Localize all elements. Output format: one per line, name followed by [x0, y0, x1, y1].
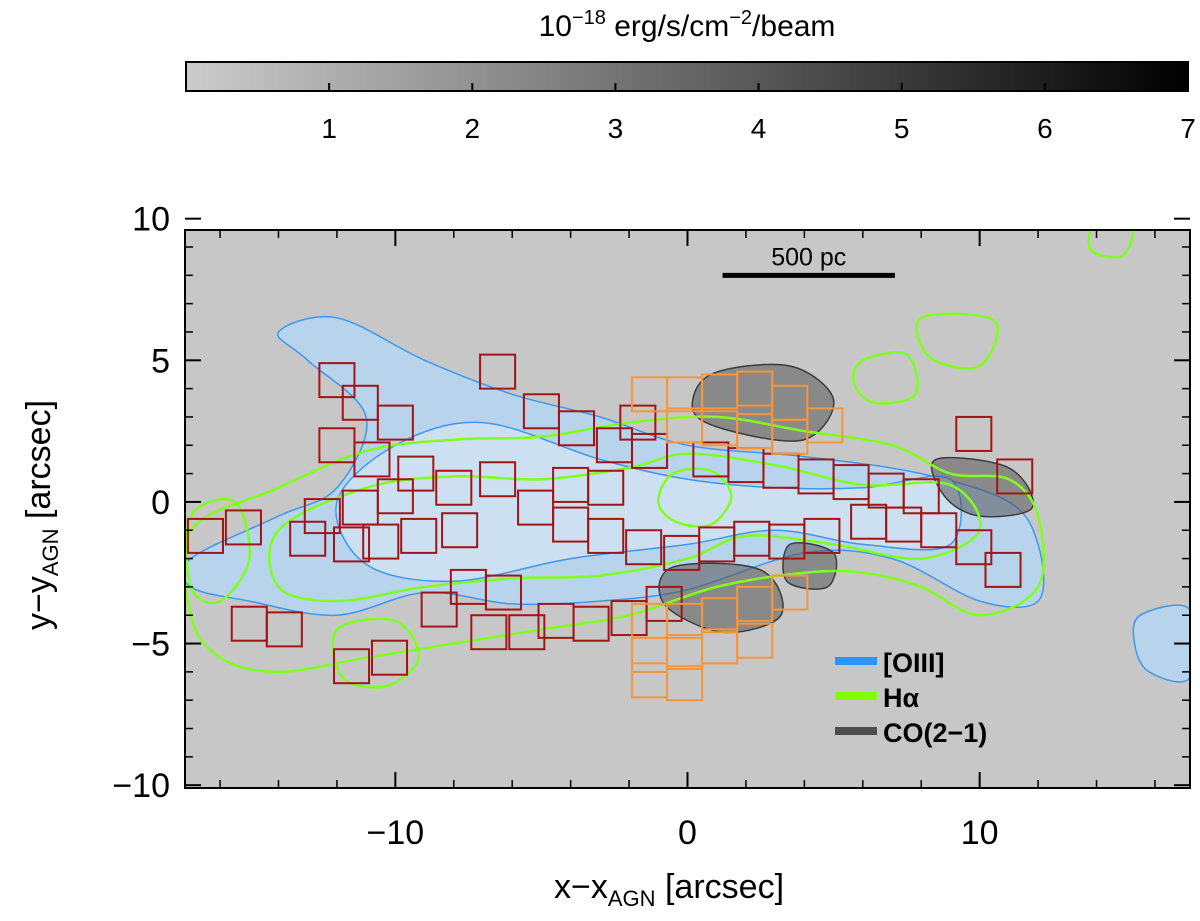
red-aperture-box — [420, 591, 458, 628]
legend-label-co: CO(2−1) — [883, 718, 987, 748]
red-aperture-box — [289, 520, 327, 557]
y-tick-label: −5 — [131, 626, 170, 664]
colorbar-tick-label: 5 — [894, 113, 910, 144]
red-aperture-box — [303, 498, 341, 535]
red-aperture-box — [265, 611, 303, 648]
red-aperture-box — [318, 362, 356, 399]
aperture-boxes — [186, 353, 1034, 702]
axis-ticks: −10 0 10 −10 −5 0 5 10 — [112, 201, 1190, 852]
halpha-contour — [185, 415, 1045, 674]
red-aperture-box — [587, 469, 625, 506]
y-tick-label: −10 — [112, 767, 170, 805]
red-aperture-box — [341, 384, 379, 421]
colorbar-tick-label: 1 — [321, 113, 337, 144]
red-aperture-box — [376, 404, 414, 441]
co-dense-region — [930, 456, 1035, 518]
co-dense-region — [782, 541, 838, 590]
red-aperture-box — [332, 648, 371, 685]
colorbar-tick-label: 2 — [464, 113, 480, 144]
oiii-right-contour — [1132, 604, 1190, 683]
halpha-contour — [268, 452, 982, 603]
colorbar: 10−18 erg/s/cm−2/beam 1 2 3 4 5 6 7 — [185, 7, 1196, 144]
red-aperture-box — [984, 551, 1022, 588]
legend-swatch-oiii — [835, 657, 877, 665]
y-tick-label: 5 — [151, 342, 170, 380]
red-aperture-box — [996, 458, 1034, 495]
red-aperture-box — [370, 639, 409, 676]
legend-swatch-co — [835, 727, 877, 735]
red-aperture-box — [479, 461, 517, 498]
orange-aperture-box — [771, 574, 809, 611]
red-aperture-box — [332, 526, 371, 563]
colorbar-tick-label: 3 — [608, 113, 624, 144]
orange-aperture-box — [666, 665, 704, 702]
x-tick-label: 10 — [961, 814, 999, 852]
red-aperture-box — [353, 441, 391, 478]
legend: [OIII] Hα CO(2−1) — [835, 648, 987, 748]
x-axis-label: x−xAGN [arcsec] — [554, 868, 784, 911]
red-aperture-box — [435, 469, 473, 506]
orange-aperture-box — [736, 622, 774, 659]
y-axis-label: y−yAGN [arcsec] — [20, 400, 63, 630]
red-aperture-box — [484, 574, 522, 611]
red-aperture-box — [224, 509, 262, 546]
halpha-contour — [1087, 230, 1135, 259]
red-aperture-box — [625, 529, 663, 566]
colorbar-label: 10−18 erg/s/cm−2/beam — [539, 7, 836, 43]
red-aperture-box — [470, 614, 508, 651]
colorbar-tick-label: 7 — [1180, 113, 1196, 144]
red-aperture-box — [955, 415, 993, 452]
colorbar-ticks: 1 2 3 4 5 6 7 — [321, 83, 1196, 144]
orange-aperture-box — [806, 407, 844, 444]
colorbar-tick-label: 6 — [1037, 113, 1053, 144]
red-aperture-box — [587, 517, 625, 554]
red-aperture-box — [955, 529, 993, 566]
halpha-contours — [185, 230, 1135, 689]
red-aperture-box — [400, 517, 438, 554]
red-aperture-box — [376, 478, 414, 515]
red-aperture-box — [441, 512, 479, 549]
red-aperture-box — [362, 523, 400, 560]
red-aperture-box — [397, 455, 435, 492]
scale-bar: 500 pc — [722, 243, 895, 278]
x-tick-label: −10 — [367, 814, 425, 852]
halpha-contour — [915, 312, 999, 370]
halpha-contour — [657, 467, 733, 528]
plot-area: −10 0 10 −10 −5 0 5 10 500 pc [OIII] Hα CO(2−1) — [112, 201, 1191, 852]
red-aperture-box — [508, 614, 546, 651]
legend-swatch-halpha — [835, 692, 877, 700]
x-tick-label: 0 — [678, 814, 697, 852]
red-aperture-box — [557, 410, 596, 447]
halpha-contour — [852, 351, 919, 405]
red-aperture-box — [803, 517, 841, 554]
red-aperture-box — [479, 353, 517, 390]
red-aperture-box — [619, 404, 657, 441]
halpha-contour — [185, 497, 252, 605]
legend-label-halpha: Hα — [883, 683, 919, 713]
red-aperture-box — [186, 517, 224, 554]
colorbar-gradient — [185, 61, 1189, 92]
legend-label-oiii: [OIII] — [883, 648, 945, 678]
red-aperture-box — [630, 432, 669, 469]
scale-bar-label: 500 pc — [771, 243, 846, 271]
y-tick-label: 0 — [151, 484, 170, 522]
red-aperture-box — [572, 605, 610, 642]
y-tick-label: 10 — [132, 201, 170, 239]
colorbar-tick-label: 4 — [751, 113, 767, 144]
